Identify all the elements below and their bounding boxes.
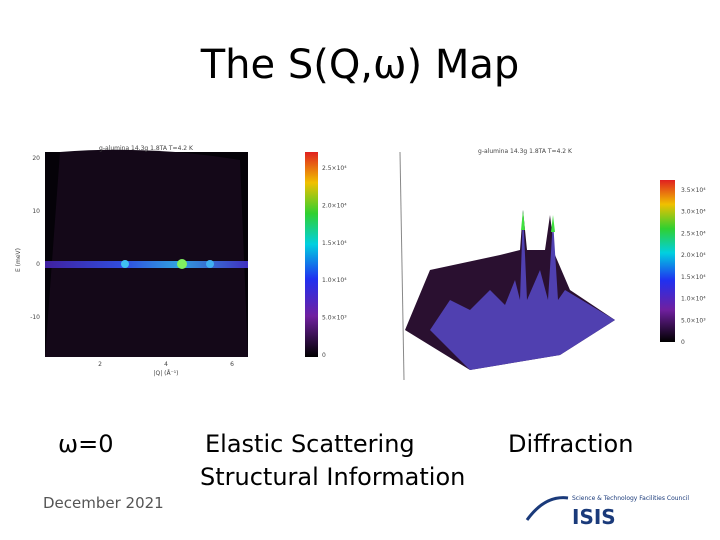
colorbar-label: 0 — [681, 339, 685, 346]
axis-label: |Q| (Å⁻¹) — [153, 370, 178, 377]
colorbar-label: 3.0×10⁴ — [681, 209, 706, 216]
colorbar-label: 5.0×10³ — [681, 317, 706, 324]
logo-name: ISIS — [572, 505, 616, 529]
logo-org: Science & Technology Facilities Council — [572, 495, 689, 502]
colorbar-label: 0 — [322, 352, 326, 359]
logo-mark — [525, 496, 569, 521]
colorbar — [305, 152, 318, 357]
y-tick-label: 10 — [32, 208, 40, 215]
y-tick-label: 20 — [32, 155, 40, 162]
bragg-spot — [121, 260, 129, 268]
x-tick-label: 4 — [164, 361, 168, 368]
colorbar-label: 1.0×10⁴ — [681, 296, 706, 303]
colorbar-label: 3.5×10⁴ — [681, 187, 706, 194]
colorbar-label: 2.0×10⁴ — [681, 252, 706, 259]
colorbar-label: 5.0×10³ — [322, 315, 347, 322]
colorbar — [660, 180, 675, 342]
colorbar-label: 2.5×10⁴ — [322, 165, 347, 172]
plot-title: g-alumina 14.3g 1.8TA T=4.2 K — [99, 145, 194, 152]
axis — [399, 151, 405, 381]
caption: ω=0 — [58, 430, 113, 458]
colorbar-label: 1.5×10⁴ — [322, 240, 347, 247]
caption: Structural Information — [200, 463, 465, 491]
y-tick-label: -10 — [30, 314, 40, 321]
colorbar-label: 1.0×10⁴ — [322, 277, 347, 284]
colorbar-label: 1.5×10⁴ — [681, 274, 706, 281]
surface-peak-top — [521, 210, 555, 232]
bragg-spot — [206, 260, 214, 268]
x-tick-label: 6 — [230, 361, 234, 368]
colorbar-label: 2.0×10⁴ — [322, 202, 347, 209]
heatmap-shade — [45, 149, 248, 357]
axis-label: E (meV) — [15, 248, 22, 272]
colorbar-label: 2.5×10⁴ — [681, 230, 706, 237]
footer-date: December 2021 — [43, 494, 164, 512]
caption: Elastic Scattering — [205, 430, 415, 458]
plot-title: g-alumina 14.3g 1.8TA T=4.2 K — [478, 148, 573, 155]
bragg-spot — [177, 259, 187, 269]
y-tick-label: 0 — [36, 261, 40, 268]
surface-peaks — [430, 210, 615, 370]
x-tick-label: 2 — [98, 361, 102, 368]
slide-title: The S(Q,ω) Map — [200, 42, 520, 88]
elastic-line — [45, 261, 248, 268]
caption: Diffraction — [508, 430, 633, 458]
